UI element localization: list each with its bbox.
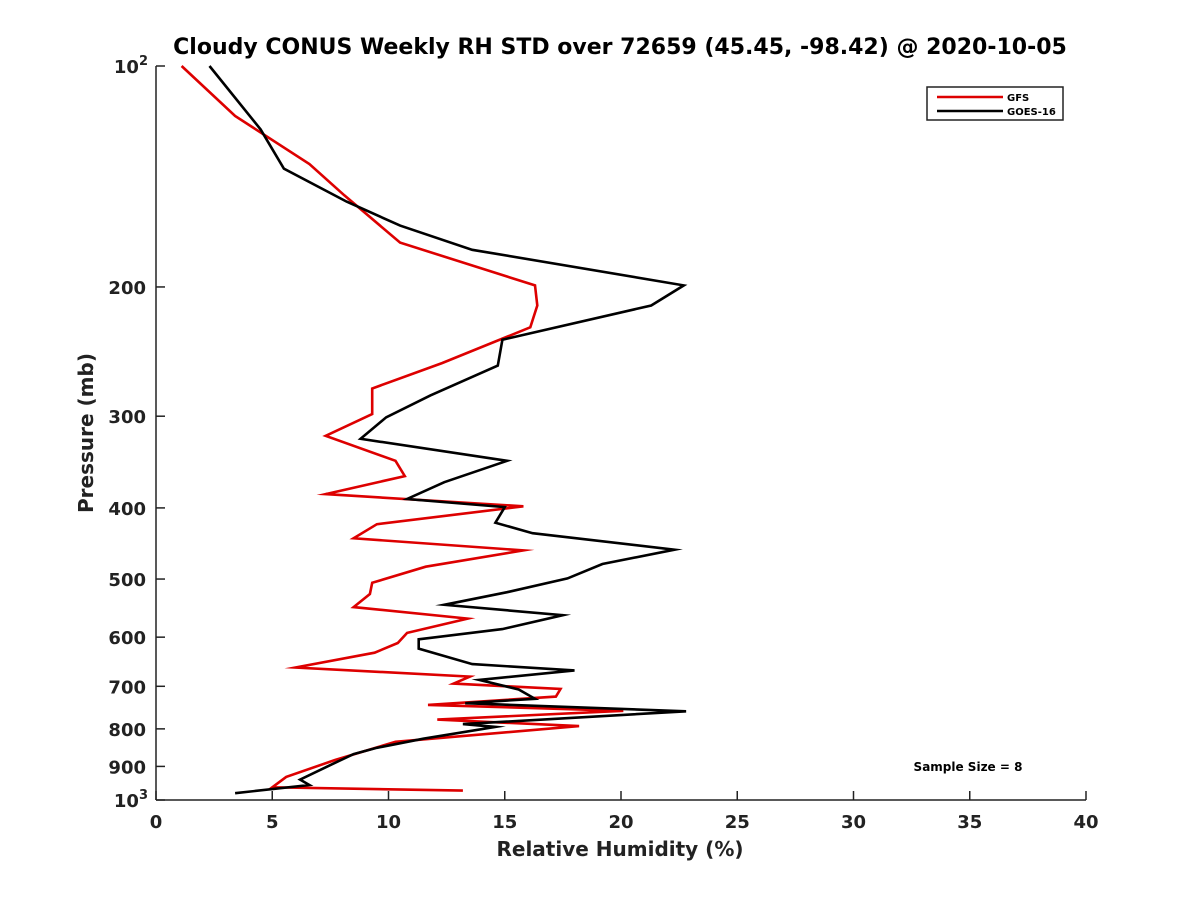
legend-box [926,86,1064,121]
series-layer [180,65,688,795]
y-tick-label: 700 [108,677,146,698]
y-tick-label: 200 [108,278,146,299]
y-axis-label: Pressure (mb) [74,353,98,513]
y-tick-label: 600 [108,628,146,649]
y-axis-ticks: 102 200 300 400 500 600 700 800 900 103 [108,54,165,812]
x-tick-label: 0 [150,812,163,833]
x-tick-label: 35 [957,812,982,833]
y-tick-label: 400 [108,499,146,520]
y-tick-label: 500 [108,570,146,591]
legend-label-goes-16: GOES-16 [1007,107,1056,118]
y-tick-label: 102 [114,54,148,78]
y-tick-label: 900 [108,757,146,778]
legend: GFS GOES-16 [926,86,1064,121]
x-tick-label: 15 [492,812,517,833]
y-tick-label: 800 [108,720,146,741]
series-line-goes-16 [208,65,688,795]
plot-area: 0 5 10 15 20 25 30 35 40 102 200 300 400 500 600 700 80… [108,54,1098,833]
x-tick-label: 20 [608,812,633,833]
y-tick-label: 300 [108,407,146,428]
y-tick-label: 103 [114,788,148,812]
x-axis-ticks: 0 5 10 15 20 25 30 35 40 [150,791,1099,833]
x-tick-label: 25 [725,812,750,833]
x-tick-label: 5 [266,812,279,833]
x-tick-label: 40 [1073,812,1098,833]
x-axis-label: Relative Humidity (%) [496,837,743,861]
series-line-gfs [180,65,624,792]
x-tick-label: 30 [841,812,866,833]
legend-label-gfs: GFS [1007,93,1029,104]
chart-title: Cloudy CONUS Weekly RH STD over 72659 (4… [173,35,1067,60]
x-tick-label: 10 [376,812,401,833]
sample-size-annotation: Sample Size = 8 [914,760,1023,774]
